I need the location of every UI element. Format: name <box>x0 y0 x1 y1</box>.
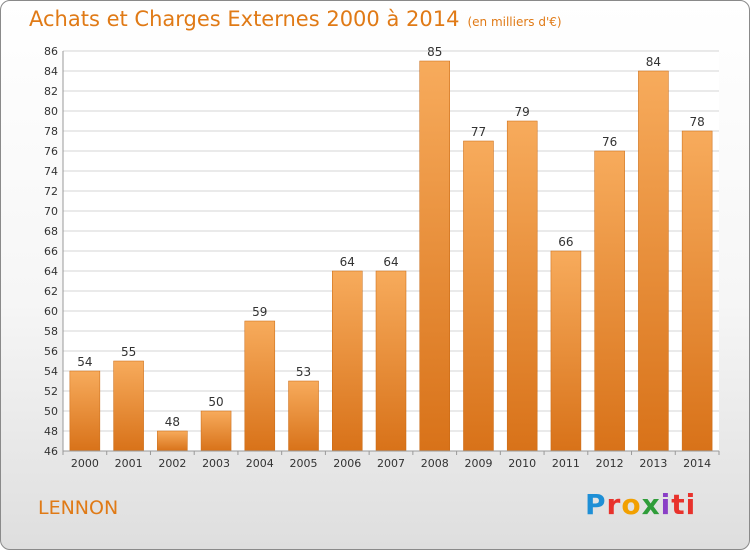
y-tick-label: 56 <box>44 345 58 358</box>
bar-value-label: 78 <box>689 115 704 129</box>
bar <box>594 150 625 452</box>
bar-value-label: 85 <box>427 45 442 59</box>
logo-letter: o <box>621 488 642 521</box>
bar <box>419 60 450 452</box>
x-tick-label: 2011 <box>552 457 580 470</box>
y-tick-label: 74 <box>44 165 58 178</box>
bar <box>681 130 713 452</box>
bar <box>375 270 407 452</box>
proxiti-logo: Proxiti <box>585 488 696 521</box>
bar-value-label: 64 <box>340 255 355 269</box>
chart-title: Achats et Charges Externes 2000 à 2014 (e… <box>29 7 562 31</box>
bar <box>332 270 363 452</box>
y-tick-label: 60 <box>44 305 58 318</box>
logo-letter: x <box>641 488 661 521</box>
x-tick-label: 2007 <box>377 457 405 470</box>
x-tick-label: 2014 <box>683 457 711 470</box>
bar <box>113 360 144 452</box>
x-tick-label: 2000 <box>71 457 99 470</box>
y-tick-label: 70 <box>44 205 58 218</box>
bar <box>463 140 494 452</box>
y-tick-label: 86 <box>44 45 58 58</box>
bar <box>244 320 276 452</box>
y-tick-label: 76 <box>44 145 58 158</box>
x-tick-label: 2001 <box>115 457 143 470</box>
bar <box>200 410 232 452</box>
y-tick-label: 66 <box>44 245 58 258</box>
x-tick-label: 2003 <box>202 457 230 470</box>
x-tick-label: 2004 <box>246 457 274 470</box>
y-tick-label: 58 <box>44 325 58 338</box>
y-tick-label: 48 <box>44 425 58 438</box>
bar-value-label: 54 <box>77 355 92 369</box>
y-tick-label: 80 <box>44 105 58 118</box>
y-tick-label: 54 <box>44 365 58 378</box>
bar-value-label: 64 <box>383 255 398 269</box>
bar <box>288 380 319 452</box>
location-name: LENNON <box>38 497 119 519</box>
y-tick-label: 82 <box>44 85 58 98</box>
y-tick-label: 52 <box>44 385 58 398</box>
y-tick-label: 46 <box>44 445 58 458</box>
y-tick-label: 78 <box>44 125 58 138</box>
y-tick-label: 68 <box>44 225 58 238</box>
x-tick-label: 2002 <box>158 457 186 470</box>
x-tick-label: 2009 <box>464 457 492 470</box>
bar <box>550 250 582 452</box>
logo-letter: r <box>606 488 622 521</box>
x-tick-label: 2006 <box>333 457 361 470</box>
bar-value-label: 66 <box>558 235 573 249</box>
logo-letter: ti <box>671 488 697 521</box>
bar-value-label: 48 <box>165 415 180 429</box>
y-tick-label: 62 <box>44 285 58 298</box>
bar <box>638 70 669 452</box>
y-tick-label: 64 <box>44 265 58 278</box>
y-tick-label: 50 <box>44 405 58 418</box>
x-tick-label: 2012 <box>596 457 624 470</box>
bar-value-label: 84 <box>646 55 661 69</box>
y-tick-label: 72 <box>44 185 58 198</box>
bar-value-label: 79 <box>515 105 530 119</box>
chart-subtitle: (en milliers d'€) <box>467 15 562 29</box>
bar <box>69 370 101 452</box>
bar-value-label: 76 <box>602 135 617 149</box>
bar-value-label: 50 <box>208 395 223 409</box>
bar-value-label: 55 <box>121 345 136 359</box>
bar-value-label: 53 <box>296 365 311 379</box>
bar-value-label: 59 <box>252 305 267 319</box>
bar-value-label: 77 <box>471 125 486 139</box>
x-tick-label: 2005 <box>290 457 318 470</box>
chart-title-text: Achats et Charges Externes 2000 à 2014 <box>29 7 460 31</box>
logo-letter: i <box>660 488 672 521</box>
y-tick-label: 84 <box>44 65 58 78</box>
bar <box>506 120 538 452</box>
bar <box>157 430 188 452</box>
x-tick-label: 2010 <box>508 457 536 470</box>
logo-letter: P <box>585 488 607 521</box>
x-tick-label: 2008 <box>421 457 449 470</box>
x-tick-label: 2013 <box>639 457 667 470</box>
